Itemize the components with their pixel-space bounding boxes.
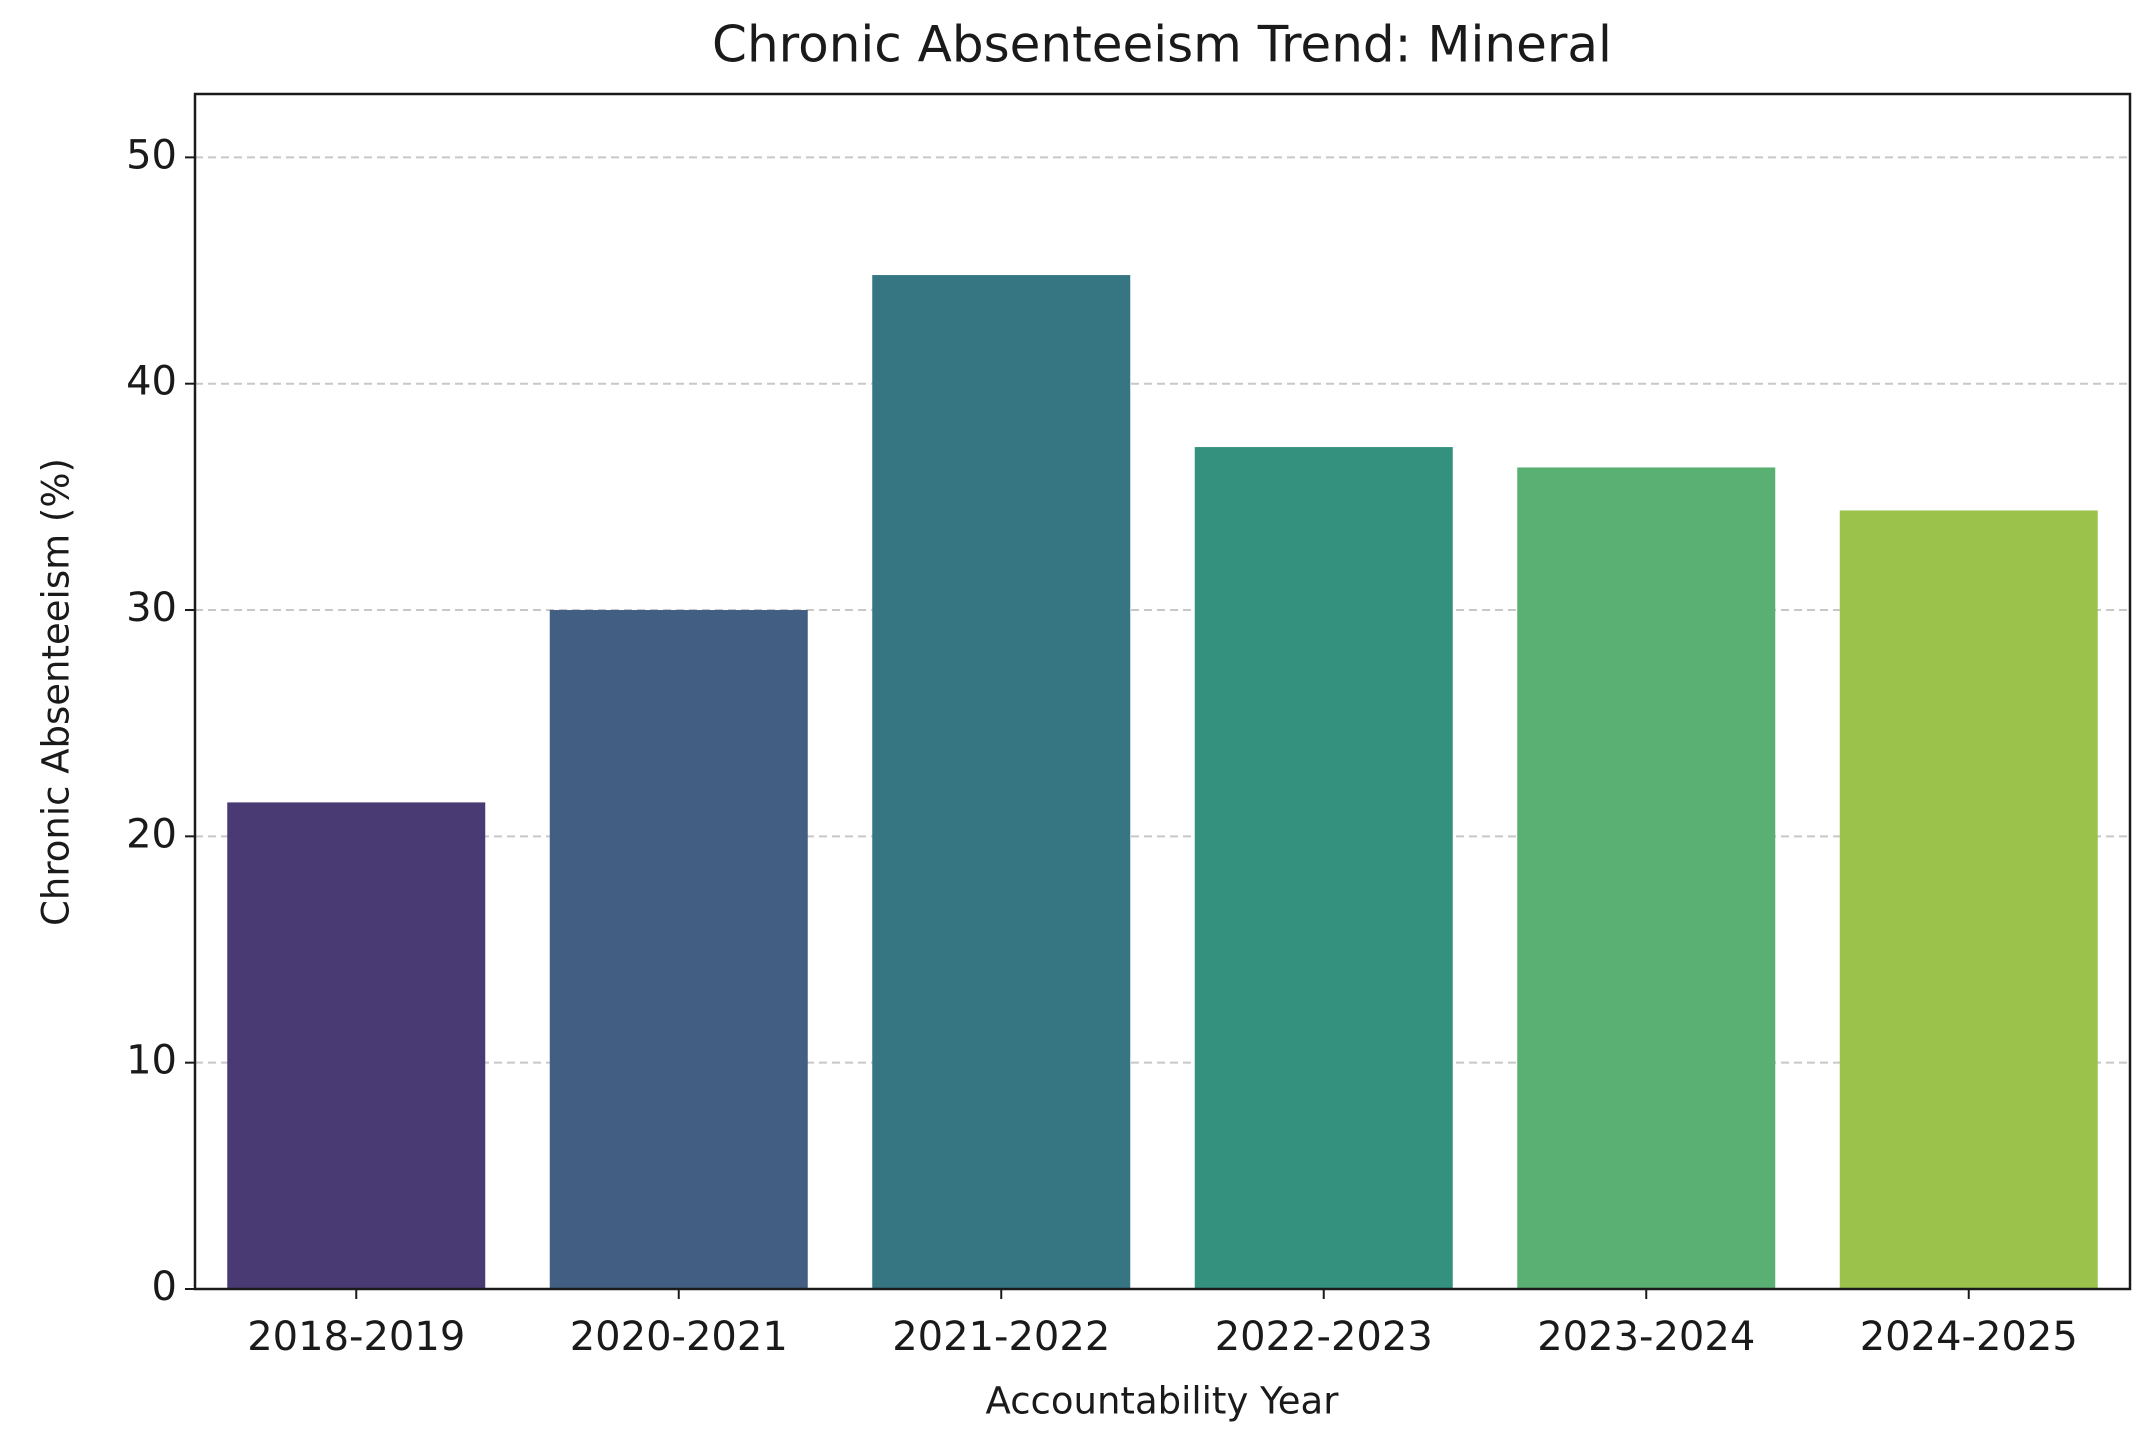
x-axis-label: Accountability Year xyxy=(986,1380,1340,1423)
x-tick-label: 2018-2019 xyxy=(247,1314,465,1360)
y-tick-label: 20 xyxy=(126,811,177,857)
y-tick-label: 40 xyxy=(126,359,177,405)
bar xyxy=(872,275,1131,1289)
bar xyxy=(1839,510,2098,1289)
y-tick-label: 0 xyxy=(152,1264,177,1310)
chart-title: Chronic Absenteeism Trend: Mineral xyxy=(712,16,1612,74)
x-tick-label: 2020-2021 xyxy=(570,1314,788,1360)
x-tick-label: 2024-2025 xyxy=(1860,1314,2078,1360)
bar xyxy=(227,802,486,1289)
bar xyxy=(549,610,808,1289)
y-tick-label: 50 xyxy=(126,132,177,178)
bar xyxy=(1517,467,1776,1289)
plot-frame xyxy=(193,92,2132,1291)
x-tick-label: 2021-2022 xyxy=(892,1314,1110,1360)
y-axis-label: Chronic Absenteeism (%) xyxy=(35,458,78,926)
x-tick-label: 2023-2024 xyxy=(1537,1314,1755,1360)
y-tick-label: 30 xyxy=(126,585,177,631)
y-tick-label: 10 xyxy=(126,1038,177,1084)
bar xyxy=(1194,447,1453,1289)
x-tick-label: 2022-2023 xyxy=(1215,1314,1433,1360)
